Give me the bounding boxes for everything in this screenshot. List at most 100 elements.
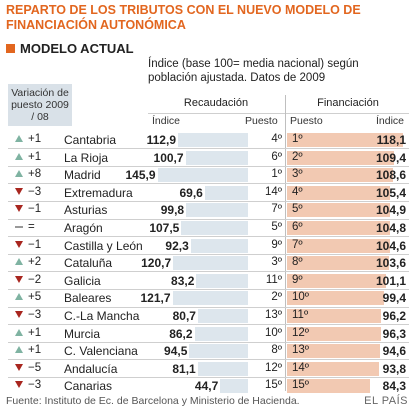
financiacion-index: 104,9 (375, 203, 406, 218)
financiacion-index: 105,4 (375, 185, 406, 200)
variation-value: +1 (28, 326, 42, 339)
recaudacion-position: 1º (271, 168, 282, 181)
table-row: +1 Cantabria 112,9 4º 1º 118,1 (0, 131, 414, 149)
variation-value: +5 (28, 291, 42, 304)
brand-logo: EL PAÍS (364, 395, 408, 407)
financiacion-bar (287, 309, 382, 323)
variation-value: −3 (28, 185, 42, 198)
region-name: Cataluña (64, 256, 113, 271)
financiacion-bar (287, 361, 379, 376)
variation-value: +1 (28, 133, 42, 145)
variation-value: −2 (28, 273, 42, 286)
table-row: −5 Andalucía 81,1 12º 14º 93,8 (0, 360, 414, 378)
row-divider (8, 148, 409, 150)
recaudacion-index: 145,9 (125, 168, 156, 183)
row-divider (8, 165, 409, 167)
table-row: −3 C.-La Mancha 80,7 13º 11º 96,2 (0, 307, 414, 325)
financiacion-position: 13º (292, 344, 309, 357)
variation-value: = (28, 221, 35, 233)
up-triangle-icon (15, 258, 23, 266)
financiacion-bar (287, 168, 394, 183)
recaudacion-bar (157, 168, 248, 183)
financiacion-position: 9º (292, 273, 303, 286)
financiacion-index: 104,8 (375, 221, 406, 235)
recaudacion-bar (196, 273, 248, 288)
recaudacion-bar (185, 150, 248, 165)
financiacion-index: 103,6 (375, 256, 406, 271)
recaudacion-bar (173, 256, 248, 271)
row-divider (8, 271, 409, 273)
table-row: +1 La Rioja 100,7 6º 2º 109,4 (0, 149, 414, 167)
row-divider (8, 359, 409, 361)
financiacion-position: 4º (292, 185, 303, 198)
down-triangle-icon (15, 311, 23, 318)
financiacion-bar (287, 238, 390, 253)
recaudacion-position: 13º (265, 309, 282, 321)
table-row: +2 Cataluña 120,7 3º 8º 103,6 (0, 254, 414, 272)
variation-value: −1 (28, 238, 42, 251)
recaudacion-position: 10º (265, 326, 282, 339)
financiacion-bar (287, 256, 389, 271)
row-divider (8, 306, 409, 308)
up-triangle-icon (15, 293, 23, 301)
recaudacion-position: 11º (265, 273, 282, 286)
region-name: Extremadura (64, 185, 133, 200)
square-bullet-icon (6, 44, 15, 53)
financiacion-position: 12º (292, 326, 309, 339)
region-name: Andalucía (64, 361, 118, 376)
variation-value: −3 (28, 309, 42, 321)
variation-value: −3 (28, 379, 42, 392)
up-triangle-icon (15, 328, 23, 336)
recaudacion-index: 83,2 (171, 273, 195, 288)
recaudacion-index: 99,8 (160, 203, 185, 218)
up-triangle-icon (15, 346, 23, 354)
financiacion-bar (287, 291, 385, 306)
variation-value: −5 (28, 361, 42, 374)
equal-icon (15, 226, 23, 228)
recaudacion-position: 12º (265, 361, 282, 374)
recaudacion-index: 120,7 (141, 256, 172, 271)
table-row: +8 Madrid 145,9 1º 3º 108,6 (0, 166, 414, 184)
column-divider (285, 95, 286, 391)
region-name: Asturias (64, 203, 108, 218)
region-name: La Rioja (64, 150, 109, 165)
recaudacion-index: 80,7 (172, 309, 196, 323)
region-name: C.-La Mancha (64, 309, 140, 323)
chart-title: REPARTO DE LOS TRIBUTOS CON EL NUEVO MOD… (6, 3, 361, 32)
region-name: Aragón (64, 221, 103, 235)
table-row: −2 Galicia 83,2 11º 9º 101,1 (0, 272, 414, 290)
table-row: = Aragón 107,5 5º 6º 104,8 (0, 219, 414, 237)
recaudacion-index: 94,5 (164, 344, 188, 359)
financiacion-position: 7º (292, 238, 303, 251)
financiacion-index: 109,4 (375, 150, 406, 165)
down-triangle-icon (15, 240, 23, 248)
table-row: +1 C. Valenciana 94,5 8º 13º 94,6 (0, 342, 414, 360)
row-divider (8, 218, 409, 220)
financiacion-position: 15º (292, 379, 309, 392)
header-rule (148, 113, 409, 114)
region-name: Madrid (64, 168, 101, 183)
financiacion-position: 1º (292, 133, 303, 145)
up-triangle-icon (15, 135, 23, 142)
table-row: −3 Canarias 44,7 15º 15º 84,3 (0, 377, 414, 395)
row-divider (8, 324, 409, 326)
variation-header: Variación de puesto 2009 / 08 (8, 84, 72, 126)
financiacion-index: 104,6 (375, 238, 406, 253)
recaudacion-bar (190, 238, 248, 253)
recaudacion-index: 86,2 (169, 326, 193, 341)
financiacion-index: 96,2 (382, 309, 406, 323)
recaudacion-position: 14º (265, 185, 282, 198)
recaudacion-position: 2º (271, 291, 282, 304)
recaudacion-index: 112,9 (146, 133, 176, 147)
source-note: Fuente: Instituto de Ec. de Barcelona y … (6, 395, 300, 407)
chart-description: Índice (base 100= media nacional) según … (148, 58, 359, 84)
recaudacion-bar (172, 291, 248, 306)
financiacion-index: 101,1 (375, 273, 406, 288)
region-name: Canarias (64, 379, 113, 394)
recaudacion-index: 92,3 (165, 238, 189, 253)
table-row: −1 Asturias 99,8 7º 5º 104,9 (0, 201, 414, 219)
recaudacion-bar (194, 326, 248, 341)
recaudacion-bar (197, 361, 248, 376)
financiacion-header: Financiación (317, 97, 379, 109)
financiacion-position: 3º (292, 168, 303, 181)
